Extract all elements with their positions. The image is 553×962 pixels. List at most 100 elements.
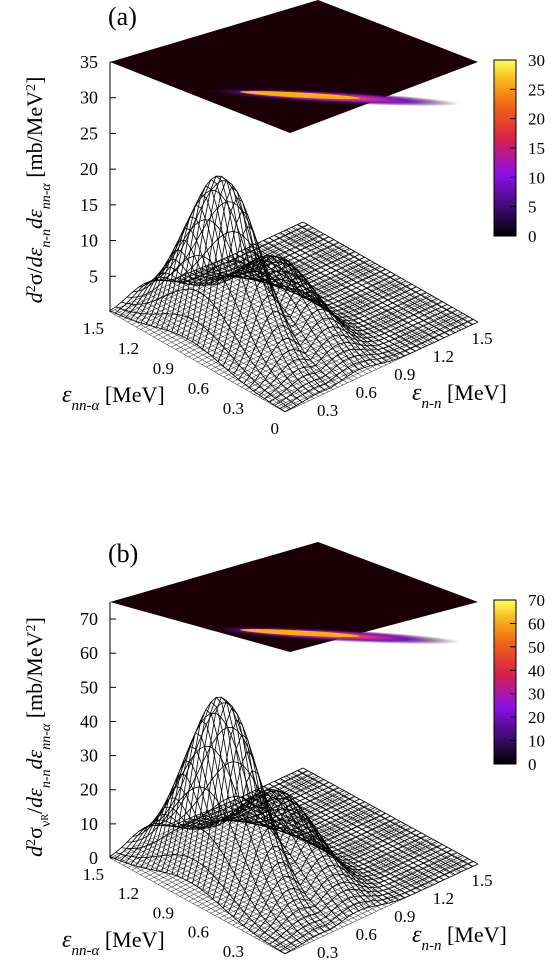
x-tick-label: 0.9 [153,359,174,378]
mesh-line [297,770,473,867]
mesh-line [291,772,467,870]
mesh-line [130,233,324,320]
mesh-line [212,809,388,904]
floor-line [193,269,387,360]
mesh-line [135,781,329,867]
colorbar [493,599,517,765]
x-tick-label: 1.2 [118,339,139,358]
colorbar-tick-label: 20 [528,708,545,727]
colorbar-ticks: 0 10 20 30 40 50 60 70 [510,591,545,774]
x-tick-label: 0.6 [188,379,209,398]
mesh-line [251,791,428,889]
floor-line [162,796,356,888]
mesh-line [109,221,304,312]
colorbar-ticks: 0 5 10 15 20 25 30 [510,51,545,246]
x-tick-label: 0.6 [188,923,209,942]
mesh-line [302,221,479,323]
mesh-line [229,255,405,357]
z-tick-label: 5 [89,266,98,286]
floor-line [131,234,325,325]
surface-mesh [109,175,479,412]
floor-line [211,264,387,365]
colorbar-tick-label: 15 [528,139,545,158]
mesh-line [155,216,350,328]
floor-line [211,810,387,907]
z-tick-label: 40 [80,711,98,731]
colorbar-tick-label: 70 [528,591,545,610]
mesh-line [246,248,422,349]
z-tick-label: 25 [80,123,98,143]
surface-plot-b: (b) 0 10 20 30 40 50 60 70 0 10 20 30 40 50 60 70 d2σν… [22,539,545,962]
mesh-line [274,780,450,878]
z-tick-label: 10 [80,231,98,251]
floor-line [118,226,312,318]
z-tick-label: 30 [80,746,98,766]
mesh-line [263,240,439,341]
floor-line [114,224,308,315]
mesh-line [257,242,433,344]
mesh-line [161,732,355,872]
mesh-line [140,239,335,324]
floor-line [144,786,339,878]
mesh-line [125,776,319,863]
z-tick-label: 70 [80,609,98,629]
z-ticks: 0 10 20 30 40 50 60 70 [80,609,116,868]
floor-line [206,266,382,368]
x-tick-label: 0.3 [223,399,244,418]
heatmap-plane [110,0,478,133]
floor-line [114,770,308,861]
floor-line [153,791,347,883]
mesh-line [257,788,433,886]
z-tick-label: 10 [80,814,98,834]
z-tick-label: 0 [89,848,98,868]
colorbar-tick-label: 50 [528,638,545,657]
heatmap-plane [110,542,478,652]
y-tick-label: 0.9 [394,365,415,384]
floor-line [149,789,343,880]
floor-line [188,266,382,358]
y-tick-label: 0.9 [394,907,415,926]
colorbar-tick-label: 5 [528,198,537,217]
mesh-line [297,224,473,325]
y-axis-label: εn-n [MeV] [412,380,507,412]
mesh-line [240,250,416,352]
floor-line [136,236,330,328]
x-tick-label: 1.5 [83,319,104,338]
mesh-line [217,806,394,903]
floor-line [136,782,330,873]
mesh-line [229,801,405,899]
floor-line [118,772,312,864]
z-tick-label: 15 [80,195,98,215]
y-tick-label: 0.3 [317,401,338,420]
mesh-line [120,773,314,862]
y-tick-label: 0.6 [356,925,377,944]
colorbar-tick-label: 20 [528,110,545,129]
mesh-line [135,236,329,322]
surface-mesh [109,696,479,954]
x-axis-label: εnn-α [MeV] [62,927,165,959]
mesh-line [251,245,428,347]
mesh-line [285,775,462,873]
y-ticks: 0.3 0.6 0.9 1.2 1.5 [317,329,493,420]
mesh-line [155,745,350,871]
mesh-line [217,260,394,361]
y-tick-label: 1.2 [433,889,454,908]
x-tick-label: 1.5 [83,865,104,884]
panel-label: (a) [108,2,137,31]
z-tick-label: 30 [80,88,98,108]
surface-plot-a: (a) 0 5 10 15 20 25 30 5 10 15 20 25 30 35 d2σ/dεn-n… [22,0,545,438]
mesh-line [302,767,479,865]
mesh-line [192,699,386,884]
colorbar-tick-label: 10 [528,168,545,187]
mesh-line [114,224,309,314]
x-tick-label: 0.3 [223,942,244,961]
mesh-line [130,778,324,865]
mesh-line [223,804,399,901]
y-tick-label: 0.6 [356,383,377,402]
mesh-line [246,794,422,891]
mesh-line [150,760,345,870]
z-tick-label: 50 [80,677,98,697]
z-axis-label: d2σ/dεn-ndεnn-α [mb/MeV2] [22,77,54,304]
heatmap-core [240,628,360,638]
mesh-line [285,229,462,331]
